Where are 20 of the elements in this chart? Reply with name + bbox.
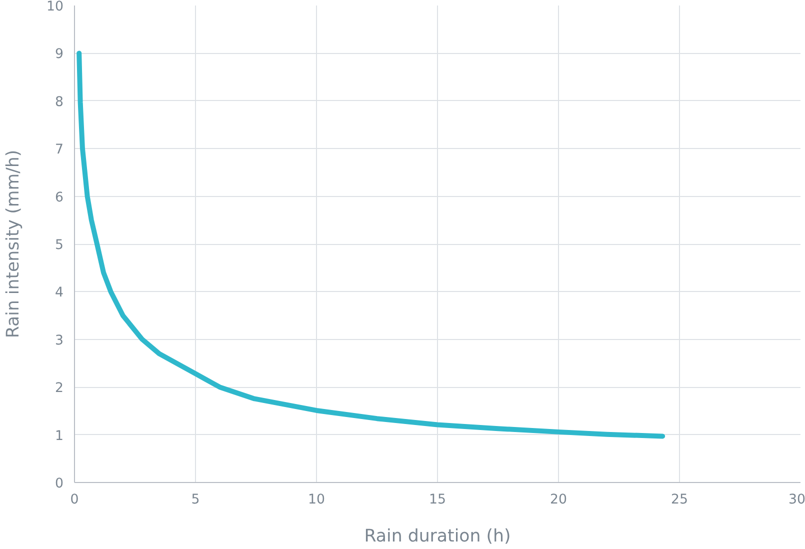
y-tick-label: 10 bbox=[46, 0, 64, 14]
y-tick-label: 5 bbox=[55, 238, 64, 253]
x-tick-label: 25 bbox=[671, 492, 688, 508]
y-tick-label: 9 bbox=[55, 47, 64, 62]
x-tick-label: 15 bbox=[429, 492, 446, 508]
x-tick-label: 0 bbox=[70, 492, 79, 508]
y-tick-label: 4 bbox=[55, 286, 64, 301]
y-tick-label: 8 bbox=[55, 94, 64, 110]
y-tick-label: 3 bbox=[55, 333, 64, 348]
y-tick-label: 1 bbox=[55, 428, 64, 444]
y-tick-label: 6 bbox=[55, 190, 64, 206]
y-axis-title: Rain intensity (mm/h) bbox=[4, 150, 24, 338]
y-tick-label: 2 bbox=[55, 381, 64, 396]
x-axis-title: Rain duration (h) bbox=[364, 526, 511, 546]
y-tick-label: 7 bbox=[55, 142, 64, 158]
y-tick-label: 0 bbox=[55, 476, 64, 492]
x-tick-label: 20 bbox=[550, 492, 567, 508]
x-tick-label: 5 bbox=[191, 492, 200, 508]
x-tick-label: 30 bbox=[788, 492, 805, 508]
x-tick-label: 10 bbox=[308, 492, 325, 508]
